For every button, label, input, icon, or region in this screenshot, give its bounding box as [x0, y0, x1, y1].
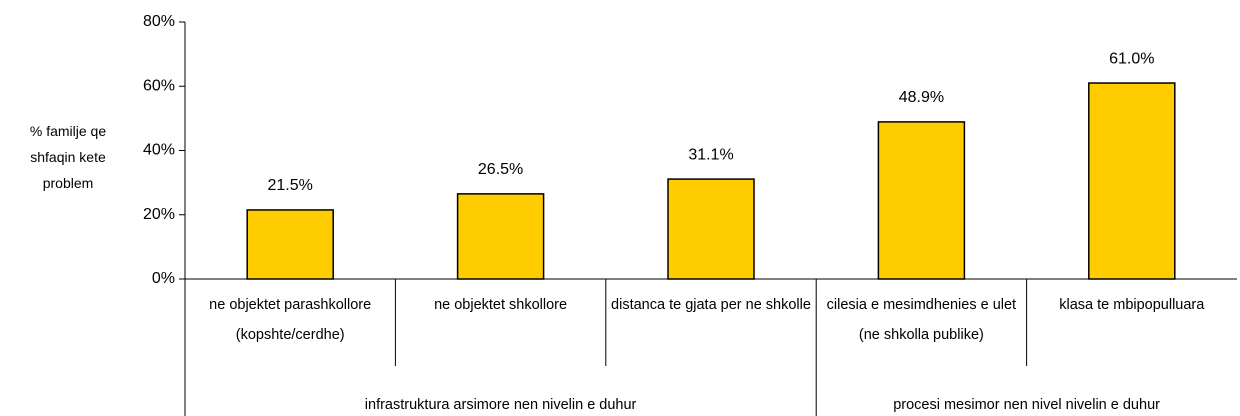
- bar: [456, 193, 545, 280]
- group-label: infrastruktura arsimore nen nivelin e du…: [364, 397, 637, 413]
- bar: [877, 121, 966, 280]
- value-label: 21.5%: [268, 177, 313, 194]
- group-label: procesi mesimor nen nivel nivelin e duhu…: [893, 397, 1160, 413]
- x-tick-label: distanca te gjata per ne shkolle: [611, 297, 811, 313]
- y-tick-label: 80%: [143, 13, 175, 30]
- x-tick-label: klasa te mbipopulluara: [1059, 297, 1205, 313]
- y-tick-label: 20%: [143, 206, 175, 223]
- bar: [246, 209, 334, 280]
- y-axis-label: % familje qe shfaqin kete problem: [29, 123, 107, 191]
- bar: [1088, 82, 1176, 280]
- x-tick-label: ne objektet parashkollore (kopshte/cerdh…: [209, 297, 372, 343]
- value-label: 31.1%: [688, 146, 733, 163]
- y-tick-label: 40%: [143, 142, 175, 159]
- x-tick-label: ne objektet shkollore: [434, 297, 568, 313]
- value-label: 48.9%: [899, 89, 944, 106]
- y-tick-label: 60%: [143, 77, 175, 94]
- x-tick-label: cilesia e mesimdhenies e ulet (ne shkoll…: [826, 297, 1017, 343]
- value-label: 26.5%: [478, 161, 523, 178]
- bar: [667, 178, 755, 280]
- value-label: 61.0%: [1109, 50, 1154, 67]
- y-tick-label: 0%: [152, 270, 175, 287]
